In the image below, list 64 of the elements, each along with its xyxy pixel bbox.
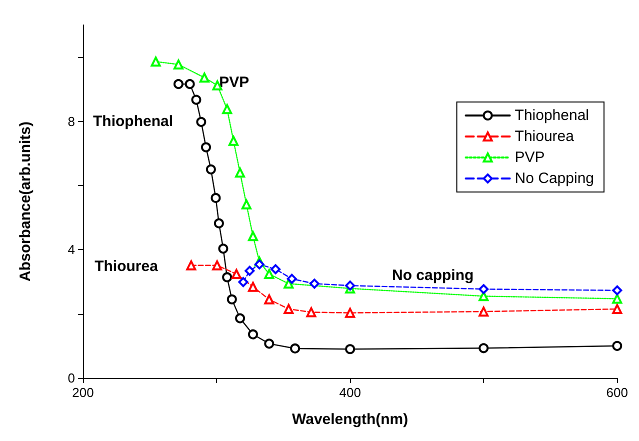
y-axis-title: Absorbance(arb.units) (17, 121, 34, 282)
x-tick-label: 200 (72, 385, 94, 400)
legend-label: PVP (514, 149, 545, 166)
point (186, 260, 196, 270)
annotation: PVP (219, 74, 250, 91)
point (309, 278, 320, 289)
point (200, 142, 211, 152)
point (210, 192, 221, 203)
legend-label: Thiourea (514, 128, 575, 145)
point (199, 72, 210, 83)
point (284, 278, 294, 289)
point (270, 264, 281, 274)
annotation: Thiourea (94, 258, 159, 275)
point (191, 94, 202, 105)
legend-label: No Capping (514, 170, 594, 187)
y-tick-label: 8 (68, 114, 75, 129)
point (284, 304, 294, 314)
point (184, 79, 195, 90)
x-axis-title: Wavelength(nm) (292, 411, 408, 428)
point (150, 56, 161, 67)
legend-label: Thiophenal (514, 107, 590, 124)
point (248, 282, 258, 292)
point (244, 266, 255, 276)
point (206, 164, 216, 174)
point (264, 338, 274, 349)
point (612, 285, 622, 296)
point (264, 269, 274, 280)
point (222, 104, 232, 114)
x-tick-label: 400 (339, 385, 361, 400)
point (173, 59, 184, 70)
point (612, 294, 622, 304)
annotation: Thiophenal (93, 113, 173, 130)
y-tick-label: 0 (68, 370, 75, 386)
point (345, 344, 356, 354)
point (345, 308, 356, 318)
point (264, 294, 274, 304)
point (222, 272, 232, 282)
point (214, 218, 224, 228)
point (254, 259, 264, 270)
point (228, 136, 238, 146)
point (478, 343, 489, 354)
point (212, 260, 222, 270)
y-tick-label: 4 (68, 242, 75, 258)
point (478, 284, 489, 294)
point (173, 79, 184, 90)
annotation: No capping (392, 267, 474, 284)
point (612, 304, 622, 314)
point (306, 307, 316, 318)
point (196, 116, 206, 127)
point (241, 199, 252, 210)
point (238, 277, 248, 288)
point (612, 340, 622, 351)
point (226, 294, 237, 304)
point (231, 269, 242, 280)
point (248, 329, 258, 340)
point (248, 231, 258, 242)
point (345, 280, 356, 291)
point (235, 313, 246, 324)
point (218, 244, 228, 254)
point (286, 274, 297, 284)
point (478, 306, 489, 317)
point (235, 168, 246, 178)
x-tick-label: 600 (606, 385, 628, 400)
point (290, 343, 300, 354)
